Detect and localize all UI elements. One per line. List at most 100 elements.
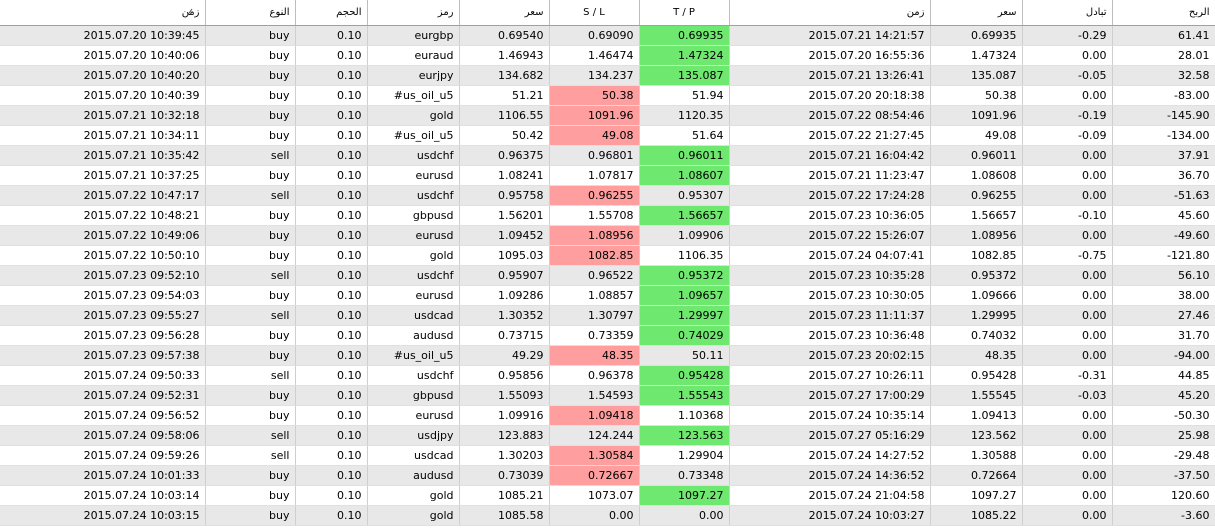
trade-row[interactable]: 2015.07.21 10:32:18 buy 0.10 gold 1106.55 109… bbox=[0, 105, 1215, 126]
trade-row[interactable]: 2015.07.21 10:35:42 sell 0.10 usdchf 0.96375… bbox=[0, 145, 1215, 166]
cell: usdcad bbox=[367, 445, 460, 466]
column-header[interactable]: سعر bbox=[930, 0, 1023, 26]
cell: 1085.22 bbox=[930, 505, 1023, 526]
cell: 0.95758 bbox=[459, 185, 550, 206]
trade-row[interactable]: 2015.07.24 09:52:31 buy 0.10 gbpusd 1.55093 1… bbox=[0, 385, 1215, 406]
cell: 2015.07.22 08:54:46 bbox=[729, 105, 931, 126]
cell: 0.00 bbox=[1022, 485, 1113, 506]
cell: 0.96011 bbox=[930, 145, 1023, 166]
cell: buy bbox=[205, 45, 296, 66]
cell: 2015.07.23 09:54:03 bbox=[0, 285, 206, 306]
cell: 0.10 bbox=[295, 145, 368, 166]
cell: 0.96522 bbox=[549, 265, 640, 286]
cell: 1.08241 bbox=[459, 165, 550, 186]
trade-row[interactable]: 2015.07.24 10:03:15 buy 0.10 gold 1085.58 0.0… bbox=[0, 505, 1215, 526]
highlighted-cell: 1.08607 bbox=[639, 165, 730, 186]
cell: #us_oil_u5 bbox=[367, 345, 460, 366]
cell: 1.09413 bbox=[930, 405, 1023, 426]
column-header[interactable]: تبادل bbox=[1022, 0, 1113, 26]
trade-row[interactable]: 2015.07.23 09:52:10 sell 0.10 usdchf 0.95907… bbox=[0, 265, 1215, 286]
column-header[interactable]: T / P bbox=[639, 0, 730, 26]
trade-row[interactable]: 2015.07.20 10:40:20 buy 0.10 eurjpy 134.682 1… bbox=[0, 65, 1215, 86]
trade-row[interactable]: 2015.07.21 10:34:11 buy 0.10 #us_oil_u5 50.4… bbox=[0, 125, 1215, 146]
cell: 0.10 bbox=[295, 285, 368, 306]
trade-row[interactable]: 2015.07.24 09:59:26 sell 0.10 usdcad 1.30203… bbox=[0, 445, 1215, 466]
cell: 2015.07.24 09:59:26 bbox=[0, 445, 206, 466]
cell: 31.70 bbox=[1112, 325, 1215, 346]
cell: 123.883 bbox=[459, 425, 550, 446]
cell: 1.09666 bbox=[930, 285, 1023, 306]
trade-row[interactable]: 2015.07.23 09:57:38 buy 0.10 #us_oil_u5 49.2… bbox=[0, 345, 1215, 366]
cell: 27.46 bbox=[1112, 305, 1215, 326]
cell: 0.73359 bbox=[549, 325, 640, 346]
cell: 2015.07.24 09:56:52 bbox=[0, 405, 206, 426]
cell: -145.90 bbox=[1112, 105, 1215, 126]
cell: sell bbox=[205, 305, 296, 326]
table-body: 2015.07.20 10:39:45 buy 0.10 eurgbp 0.69540 0… bbox=[0, 25, 1215, 526]
trade-row[interactable]: 2015.07.24 09:56:52 buy 0.10 eurusd 1.09916 1… bbox=[0, 405, 1215, 426]
cell: eurusd bbox=[367, 405, 460, 426]
trade-row[interactable]: 2015.07.23 09:54:03 buy 0.10 eurusd 1.09286 1… bbox=[0, 285, 1215, 306]
cell: -0.03 bbox=[1022, 385, 1113, 406]
cell: 2015.07.20 10:40:39 bbox=[0, 85, 206, 106]
cell: buy bbox=[205, 105, 296, 126]
cell: 0.74032 bbox=[930, 325, 1023, 346]
cell: 0.00 bbox=[639, 505, 730, 526]
column-header[interactable]: زمن bbox=[0, 0, 206, 26]
cell: gold bbox=[367, 485, 460, 506]
cell: buy bbox=[205, 165, 296, 186]
cell: 2015.07.23 09:52:10 bbox=[0, 265, 206, 286]
cell: 1.09452 bbox=[459, 225, 550, 246]
column-header[interactable]: رمز bbox=[367, 0, 460, 26]
cell: 1.29904 bbox=[639, 445, 730, 466]
column-header[interactable]: S / L bbox=[549, 0, 640, 26]
cell: 2015.07.24 09:52:31 bbox=[0, 385, 206, 406]
column-header[interactable]: زمن bbox=[729, 0, 931, 26]
cell: 1.55093 bbox=[459, 385, 550, 406]
column-header[interactable]: سعر bbox=[459, 0, 550, 26]
cell: 2015.07.24 10:35:14 bbox=[729, 405, 931, 426]
highlighted-cell: 0.95428 bbox=[639, 365, 730, 386]
column-header[interactable]: الحجم bbox=[295, 0, 368, 26]
trade-row[interactable]: 2015.07.20 10:40:39 buy 0.10 #us_oil_u5 51.2… bbox=[0, 85, 1215, 106]
cell: 2015.07.22 17:24:28 bbox=[729, 185, 931, 206]
cell: 0.10 bbox=[295, 385, 368, 406]
trade-row[interactable]: 2015.07.23 09:55:27 sell 0.10 usdcad 1.30352… bbox=[0, 305, 1215, 326]
trade-row[interactable]: 2015.07.22 10:48:21 buy 0.10 gbpusd 1.56201 1… bbox=[0, 205, 1215, 226]
cell: buy bbox=[205, 225, 296, 246]
cell: 134.682 bbox=[459, 65, 550, 86]
column-header[interactable]: النوع bbox=[205, 0, 296, 26]
cell: -121.80 bbox=[1112, 245, 1215, 266]
trade-row[interactable]: 2015.07.24 10:01:33 buy 0.10 audusd 0.73039 0… bbox=[0, 465, 1215, 486]
trade-row[interactable]: 2015.07.24 10:03:14 buy 0.10 gold 1085.21 107… bbox=[0, 485, 1215, 506]
highlighted-cell: 1.09418 bbox=[549, 405, 640, 426]
trade-row[interactable]: 2015.07.24 09:50:33 sell 0.10 usdchf 0.95856… bbox=[0, 365, 1215, 386]
trade-row[interactable]: 2015.07.20 10:40:06 buy 0.10 euraud 1.46943 1… bbox=[0, 45, 1215, 66]
trade-row[interactable]: 2015.07.21 10:37:25 buy 0.10 eurusd 1.08241 1… bbox=[0, 165, 1215, 186]
cell: usdchf bbox=[367, 185, 460, 206]
column-header[interactable]: الربح bbox=[1112, 0, 1215, 26]
trade-row[interactable]: 2015.07.23 09:56:28 buy 0.10 audusd 0.73715 0… bbox=[0, 325, 1215, 346]
cell: 1.08857 bbox=[549, 285, 640, 306]
cell: 1.08956 bbox=[930, 225, 1023, 246]
cell: buy bbox=[205, 125, 296, 146]
cell: 2015.07.23 10:35:28 bbox=[729, 265, 931, 286]
trade-row[interactable]: 2015.07.22 10:50:10 buy 0.10 gold 1095.03 108… bbox=[0, 245, 1215, 266]
trade-row[interactable]: 2015.07.22 10:47:17 sell 0.10 usdchf 0.95758… bbox=[0, 185, 1215, 206]
cell: 2015.07.24 10:03:14 bbox=[0, 485, 206, 506]
cell: 0.73039 bbox=[459, 465, 550, 486]
highlighted-cell: 0.69935 bbox=[639, 25, 730, 46]
cell: 50.38 bbox=[930, 85, 1023, 106]
cell: 2015.07.22 10:50:10 bbox=[0, 245, 206, 266]
trade-row[interactable]: 2015.07.24 09:58:06 sell 0.10 usdjpy 123.883… bbox=[0, 425, 1215, 446]
trade-row[interactable]: 2015.07.22 10:49:06 buy 0.10 eurusd 1.09452 1… bbox=[0, 225, 1215, 246]
cell: 0.10 bbox=[295, 205, 368, 226]
cell: 0.95372 bbox=[930, 265, 1023, 286]
cell: 0.00 bbox=[1022, 165, 1113, 186]
cell: 0.10 bbox=[295, 225, 368, 246]
trade-row[interactable]: 2015.07.20 10:39:45 buy 0.10 eurgbp 0.69540 0… bbox=[0, 25, 1215, 46]
cell: buy bbox=[205, 385, 296, 406]
cell: 1.07817 bbox=[549, 165, 640, 186]
